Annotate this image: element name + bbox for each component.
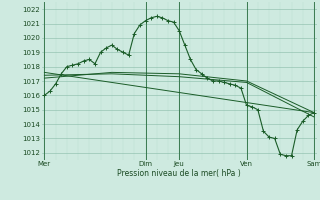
- X-axis label: Pression niveau de la mer( hPa ): Pression niveau de la mer( hPa ): [117, 169, 241, 178]
